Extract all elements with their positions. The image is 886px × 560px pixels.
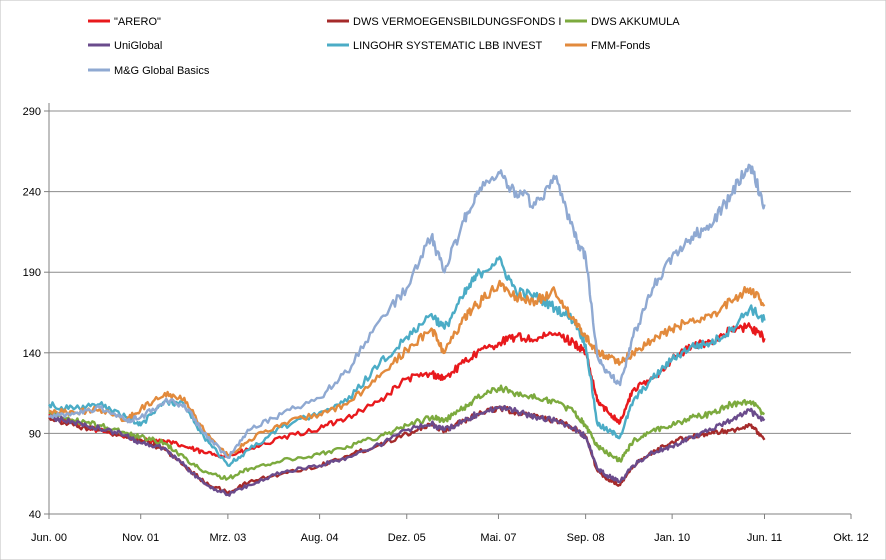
- y-tick-label: 40: [29, 509, 41, 521]
- axes: 290 240 190 140 90 40 Jun. 00 Nov. 01 Mrz. 03 Aug…: [23, 103, 869, 544]
- x-tick-label: Jun. 00: [31, 532, 67, 544]
- legend-label: UniGlobal: [114, 40, 162, 52]
- x-tick-label: Mai. 07: [480, 532, 516, 544]
- y-tick-label: 240: [23, 187, 41, 199]
- legend-label: DWS AKKUMULA: [591, 16, 680, 28]
- series-line: [48, 279, 766, 458]
- series-line: [48, 163, 766, 459]
- x-tick-label: Sep. 08: [567, 532, 605, 544]
- legend-label: DWS VERMOEGENSBILDUNGSFONDS I: [353, 16, 561, 28]
- x-tick-label: Mrz. 03: [210, 532, 247, 544]
- x-tick-label: Jun. 11: [747, 532, 782, 544]
- series-line: [48, 384, 765, 481]
- series-line: [48, 404, 766, 497]
- x-tick-label: Jan. 10: [654, 532, 690, 544]
- y-tick-label: 290: [23, 106, 41, 118]
- legend-label: M&G Global Basics: [114, 65, 210, 77]
- gridlines: [49, 110, 851, 434]
- y-tick-label: 190: [23, 267, 41, 279]
- legend-label: "ARERO": [114, 16, 161, 28]
- x-tick-label: Dez. 05: [388, 532, 426, 544]
- y-tick-label: 140: [23, 348, 41, 360]
- x-tick-label: Okt. 12: [833, 532, 868, 544]
- legend-label: LINGOHR SYSTEMATIC LBB INVEST: [353, 40, 543, 52]
- y-tick-label: 90: [29, 428, 41, 440]
- legend-label: FMM-Fonds: [591, 40, 651, 52]
- x-tick-label: Nov. 01: [122, 532, 159, 544]
- x-tick-label: Aug. 04: [301, 532, 339, 544]
- legend: "ARERO" DWS VERMOEGENSBILDUNGSFONDS I DWS …: [88, 16, 680, 77]
- series-lines: [48, 163, 766, 497]
- series-line: [48, 255, 766, 467]
